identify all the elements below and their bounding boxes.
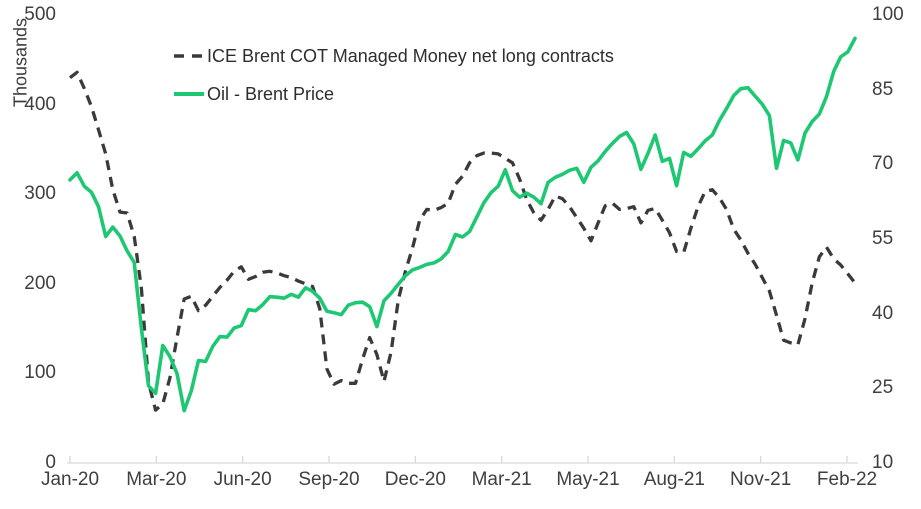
x-axis-tick-label: Nov-21 [730, 469, 792, 490]
right-axis-tick-label: 10 [872, 452, 894, 473]
legend-item-brent: Oil - Brent Price [173, 84, 614, 104]
left-axis-tick-label: 0 [45, 452, 56, 473]
left-axis-tick-label: 100 [24, 362, 56, 384]
legend-item-cot: ICE Brent COT Managed Money net long con… [173, 46, 614, 66]
x-axis-tick-label: Jun-20 [213, 469, 272, 490]
solid-line-swatch-icon [174, 92, 204, 96]
right-axis-tick-label: 100 [872, 4, 904, 25]
right-axis-tick-label: 70 [872, 153, 894, 175]
cot-series-line [69, 70, 857, 412]
left-axis-tick-label: 300 [24, 183, 56, 205]
x-axis-tick-label: Jan-20 [40, 469, 100, 490]
x-axis-tick-label: Aug-21 [643, 469, 705, 490]
x-axis-tick-label: Feb-22 [816, 469, 878, 490]
x-axis-tick-label: Mar-20 [126, 469, 187, 490]
x-axis-tick-label: Sep-20 [298, 469, 360, 490]
right-axis-tick-label: 40 [872, 302, 894, 324]
x-axis-tick-label: Mar-21 [471, 469, 532, 490]
right-axis-tick-label: 55 [872, 228, 894, 249]
dashed-line-swatch-icon [174, 54, 204, 58]
x-axis-tick-label: Dec-20 [384, 469, 446, 490]
right-axis-tick-label: 85 [872, 78, 894, 100]
legend-label-cot: ICE Brent COT Managed Money net long con… [207, 45, 614, 66]
legend-label-brent: Oil - Brent Price [207, 83, 335, 104]
left-axis-tick-label: 200 [24, 272, 56, 294]
left-axis-tick-label: 400 [24, 93, 56, 115]
brent-series-line [68, 36, 857, 413]
legend: ICE Brent COT Managed Money net long con… [173, 46, 614, 122]
right-axis-tick-label: 25 [872, 377, 894, 399]
left-axis-tick-label: 500 [24, 4, 56, 25]
x-axis-tick-label: May-21 [556, 469, 620, 490]
